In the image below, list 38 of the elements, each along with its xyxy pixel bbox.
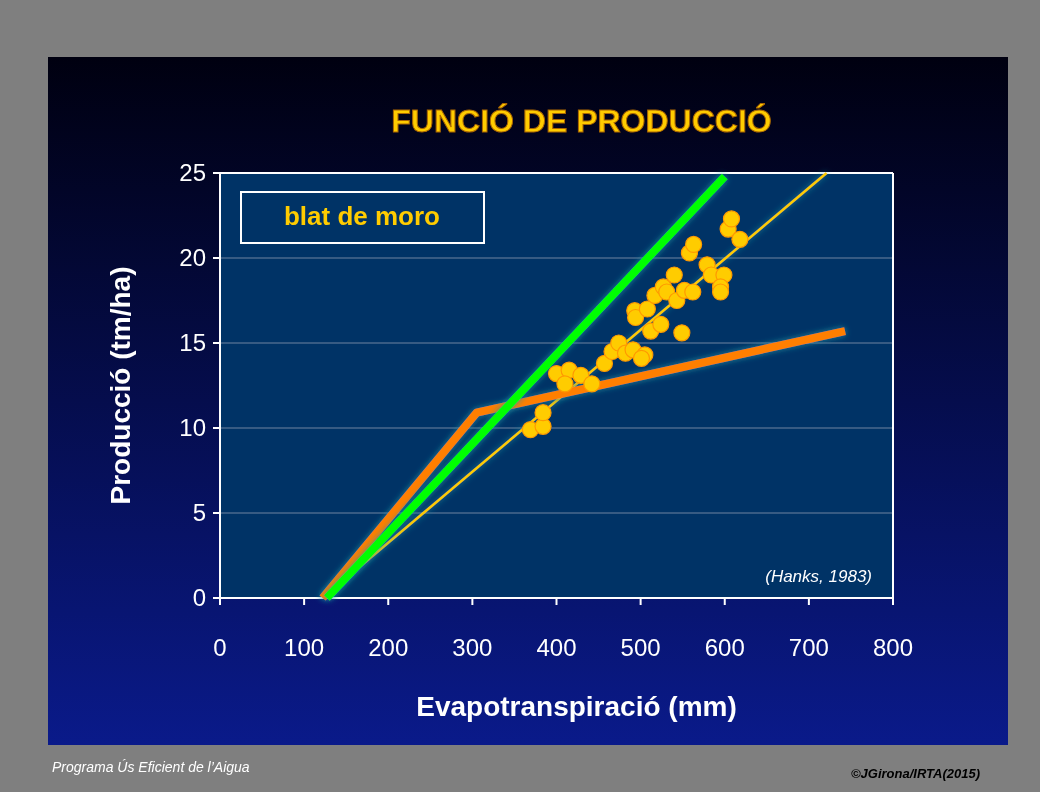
point (534, 404, 552, 422)
y-tick-label: 0 (192, 584, 206, 612)
point (638, 300, 656, 318)
point (731, 230, 749, 248)
point (652, 315, 670, 333)
y-tick-label: 10 (179, 414, 206, 442)
x-tick-label: 500 (620, 634, 661, 661)
x-tick-label: 600 (704, 634, 745, 661)
x-tick-label: 100 (284, 634, 325, 661)
point (556, 375, 574, 393)
point (673, 324, 691, 342)
x-tick-label: 200 (368, 634, 409, 661)
chart-title: FUNCIÓ DE PRODUCCIÓ (391, 103, 772, 139)
y-tick-label: 5 (192, 499, 206, 527)
y-axis-title: Producció (tm/ha) (105, 266, 136, 505)
x-tick-label: 400 (536, 634, 577, 661)
x-tick-label: 300 (452, 634, 493, 661)
annotation: blat de moro (283, 201, 441, 231)
y-tick-label: 20 (179, 244, 206, 272)
point (626, 308, 645, 327)
x-tick-label: 0 (213, 634, 227, 661)
x-axis-title: Evapotranspiració (mm) (416, 691, 737, 722)
point (684, 283, 702, 301)
y-tick-label: 25 (179, 159, 206, 187)
point (572, 366, 590, 384)
point (583, 375, 601, 393)
x-tick-label: 800 (872, 634, 914, 661)
y-tick-label: 15 (179, 329, 206, 357)
annotation: (Hanks, 1983) (765, 567, 872, 586)
text: Programa Ús Eficient de l’Aigua (52, 759, 250, 775)
point (665, 266, 683, 284)
point (595, 354, 614, 372)
point (685, 235, 703, 253)
x-tick-label: 700 (788, 634, 829, 661)
text: ©JGirona/IRTA(2015) (850, 766, 980, 781)
point (632, 349, 651, 367)
point (722, 210, 741, 228)
point (711, 283, 730, 301)
